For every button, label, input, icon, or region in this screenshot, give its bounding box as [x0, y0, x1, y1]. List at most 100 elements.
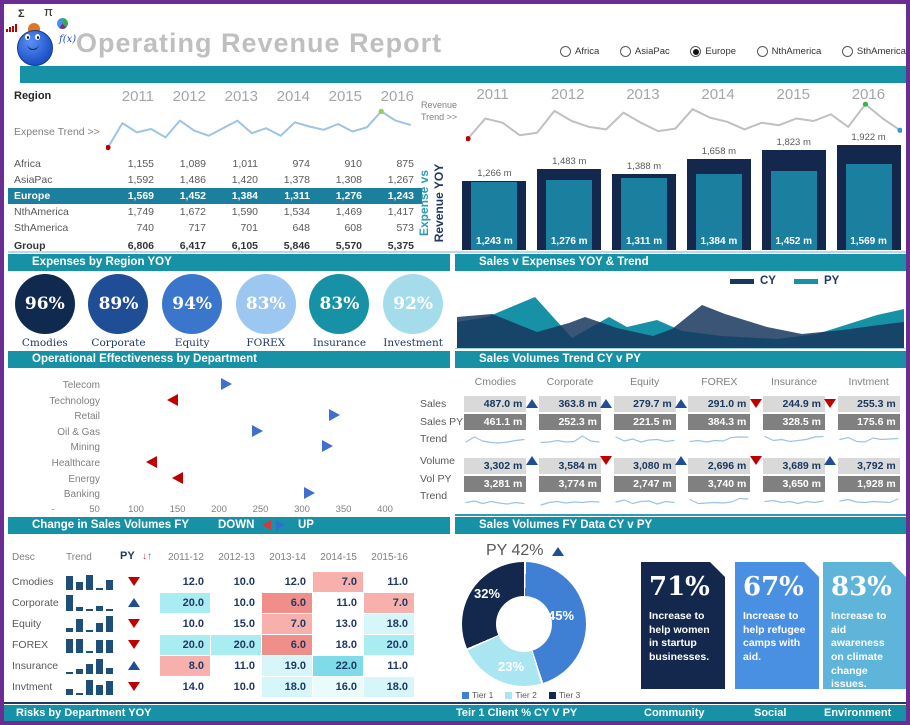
sparkline: [465, 436, 525, 444]
sales-py-value: 461.1 m: [464, 414, 527, 430]
gauge-equity: 94% Equity: [157, 274, 227, 349]
volumes-row-label: Sales PY: [420, 416, 464, 428]
page-title: Operating Revenue Report: [76, 28, 443, 58]
change-cell: 12.0: [182, 576, 204, 588]
filter-africa[interactable]: Africa: [560, 46, 599, 57]
change-cell: 18.0: [262, 677, 312, 697]
gauge-label: Insurance: [312, 337, 367, 349]
revenue-bar: 1,452 m: [761, 150, 826, 250]
region-row: SthAmerica 740 717 701 648 608 573: [8, 220, 422, 236]
donut-legend-label: Tier 3: [558, 690, 581, 700]
sales-change-arrow: [749, 399, 762, 408]
change-cell: 20.0: [160, 593, 210, 613]
volume-value: 3,080 m: [613, 458, 676, 474]
expense-trend-row: Expense Trend >>: [8, 106, 422, 156]
radio-icon: [756, 46, 768, 57]
expense-gauges: 96% Cmodies 89% Corporate 94% Equity 83% FOREX 8…: [8, 274, 450, 349]
region-value: 1,452: [179, 190, 206, 202]
change-header-desc: Desc: [12, 552, 35, 563]
vol-py-value: 3,774 m: [539, 476, 601, 492]
region-row: Europe 1,569 1,452 1,384 1,311 1,276 1,243: [8, 188, 422, 204]
legend-swatch: [505, 691, 513, 699]
change-row-name: Equity: [12, 618, 42, 630]
sales-trend-sparkline: [688, 433, 750, 452]
region-value: 1,672: [179, 206, 206, 218]
sparkline: [465, 500, 525, 505]
scatter-category-label: Technology: [49, 395, 100, 407]
tier-donut-chart: 45% 23% 32%: [462, 562, 586, 686]
change-trend-minibars: [66, 595, 118, 611]
cy-legend-swatch: [730, 278, 754, 284]
expense-bar: 1,452 m: [770, 171, 817, 250]
mascot-icon: [16, 23, 54, 66]
radio-icon: [619, 46, 631, 57]
region-value: 1,011: [232, 158, 259, 170]
donut-legend-label: Tier 2: [515, 690, 537, 700]
filter-sthamerica[interactable]: SthAmerica: [841, 46, 906, 57]
down-label: DOWN: [218, 519, 255, 531]
change-cell: 11.0: [336, 597, 357, 609]
region-row: Group 6,806 6,417 6,105 5,846 5,570 5,375: [8, 236, 422, 255]
sales-value: 244.9 m: [763, 396, 826, 412]
bar-group: 1,823 m 1,452 m: [760, 137, 828, 250]
footer-bar: Risks by Department YOY Teir 1 Client % …: [4, 705, 906, 721]
change-cell: 19.0: [262, 656, 312, 676]
filter-nthamerica[interactable]: NthAmerica: [756, 46, 821, 57]
volumes-column-invtment: Invtment 255.3 m 175.6 m 3,792 m 1,928 m: [831, 372, 906, 516]
py-change-arrow: [128, 661, 140, 670]
volumes-column-header: Corporate: [546, 376, 594, 388]
region-row: Africa 1,155 1,089 1,011 974 910 875: [8, 156, 422, 172]
section-sales-v-expenses: Sales v Expenses YOY & Trend: [455, 254, 906, 271]
change-year-header: 2014-15: [320, 552, 357, 563]
divider: [4, 702, 906, 704]
gauge-cmodies: 96% Cmodies: [10, 274, 80, 349]
change-cell: 6.0: [262, 635, 312, 655]
region-value: 875: [396, 158, 414, 170]
py-legend-swatch: [793, 278, 818, 284]
region-value: 910: [344, 158, 362, 170]
expense-bar: 1,276 m: [546, 180, 593, 250]
scatter-point-technology: [167, 393, 179, 406]
region-name: NthAmerica: [14, 206, 69, 218]
kpi-card: 71% Increase to help women in startup bus…: [641, 562, 725, 689]
scatter-category-label: Healthcare: [51, 458, 100, 469]
region-table: Region 2011 2012 2013 2014 2015 2016 Expense Tr…: [8, 86, 422, 255]
filter-asiapac[interactable]: AsiaPac: [619, 46, 670, 57]
section-sales-volumes-fy: Sales Volumes FY Data CY v PY: [455, 517, 906, 534]
bar-group: 1,483 m 1,276 m: [535, 156, 603, 250]
change-cell: 10.0: [233, 576, 255, 588]
up-triangle-icon: [276, 520, 285, 530]
py-change-arrow: [128, 598, 140, 607]
region-value: 1,749: [127, 206, 154, 218]
volume-change-arrow: [824, 456, 837, 465]
change-row-name: Insurance: [12, 660, 59, 672]
mini-bars-icon: [6, 24, 17, 32]
volume-change-arrow: [749, 456, 762, 465]
region-value: 5,375: [387, 239, 414, 252]
change-in-sales-table: Desc Trend PY ↓↑ 2011-12 2012-13 2013-14 2014-1…: [8, 538, 450, 698]
sales-trend-sparkline: [838, 433, 900, 452]
region-value: 1,420: [231, 174, 258, 186]
kpi-percentage: 67%: [743, 572, 804, 602]
gauge-insurance: 83% Insurance: [304, 274, 374, 349]
change-cell: 22.0: [313, 656, 363, 676]
pie-chart-icon: [57, 18, 68, 29]
x-axis-tick: -: [51, 504, 55, 515]
volume-trend-sparkline: [688, 495, 750, 514]
sales-expenses-area-chart: [457, 288, 904, 353]
change-cell: 7.0: [313, 572, 363, 592]
region-name: SthAmerica: [14, 222, 69, 234]
filter-europe[interactable]: Europe: [690, 46, 736, 57]
sparkline: [615, 436, 675, 443]
scatter-point-banking: [304, 487, 316, 500]
change-cell: 16.0: [313, 677, 363, 697]
volumes-column-corporate: Corporate 363.8 m 252.3 m 3,584 m 3,774 m: [533, 372, 608, 516]
change-trend-minibars: [66, 616, 118, 632]
sales-value: 291.0 m: [688, 396, 751, 412]
gauge-label: Corporate: [91, 337, 146, 349]
scatter-point-energy: [172, 471, 184, 484]
divider: [455, 348, 906, 349]
sales-value: 255.3 m: [837, 396, 900, 412]
region-value: 573: [396, 222, 414, 234]
expense-value-label: 1,384 m: [700, 236, 738, 247]
